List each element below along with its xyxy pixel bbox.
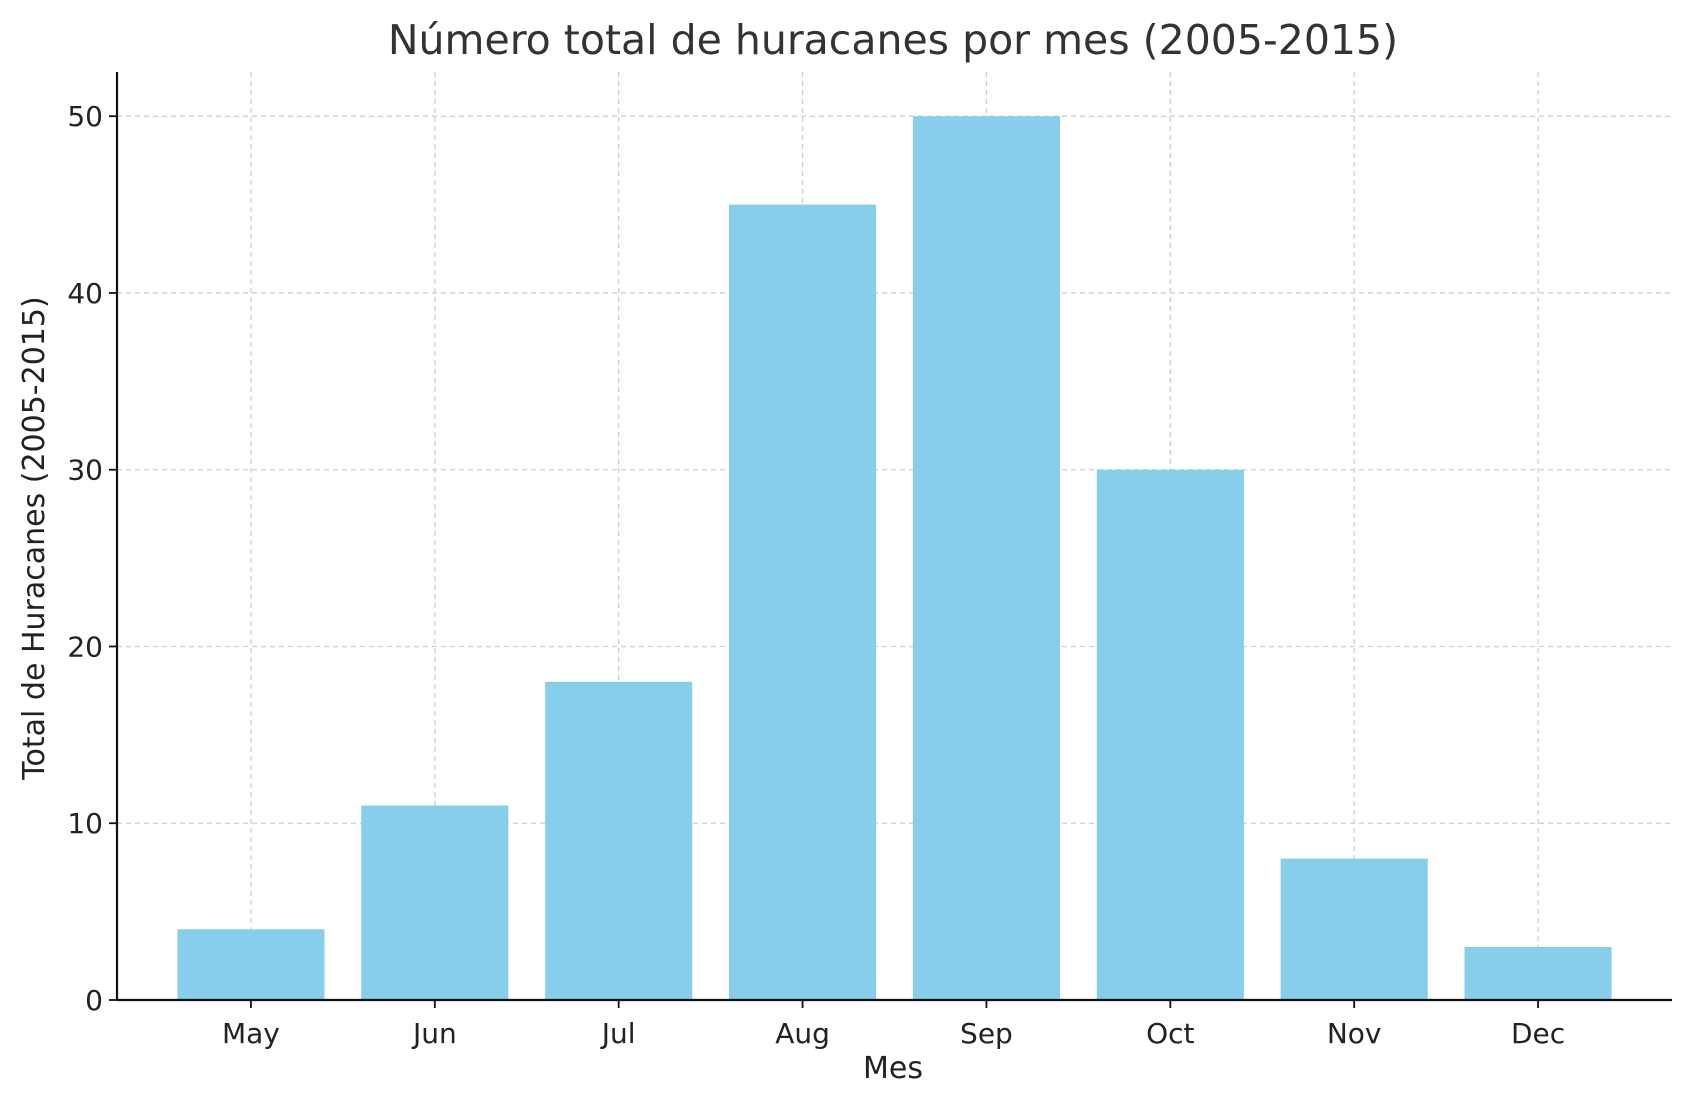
x-tick-label: Oct [1146,1017,1194,1050]
x-tick-label: Nov [1327,1017,1382,1050]
bar-jun [361,805,509,1000]
y-tick-label: 0 [85,984,103,1017]
y-tick-label: 40 [67,277,103,310]
bar-sep [912,116,1060,1000]
bars [177,116,1612,1001]
x-tick-label: Dec [1511,1017,1565,1050]
bar-may [177,929,325,1000]
bar-oct [1096,469,1244,1000]
y-tick-label: 50 [67,100,103,133]
bar-aug [729,204,877,1001]
grid-lines [117,72,1672,1000]
y-tick-label: 10 [67,807,103,840]
x-tick-label: Jul [600,1017,636,1050]
bar-dec [1464,946,1612,1000]
x-tick-label: Aug [775,1017,830,1050]
bar-jul [545,681,693,1000]
y-tick-label: 30 [67,454,103,487]
x-tick-label: Jun [411,1017,457,1050]
x-tick-label: May [222,1017,280,1050]
chart-title: Número total de huracanes por mes (2005-… [388,16,1398,64]
tick-labels: 0 10 20 30 40 50 May Jun Jul Aug Sep Oct Nov Dec [67,100,1565,1050]
axes [109,72,1672,1008]
x-axis-label: Mes [863,1051,923,1086]
x-tick-label: Sep [960,1017,1013,1050]
bar-nov [1280,858,1428,1000]
y-tick-label: 20 [67,630,103,663]
y-axis-label: Total de Huracanes (2005-2015) [17,296,52,780]
